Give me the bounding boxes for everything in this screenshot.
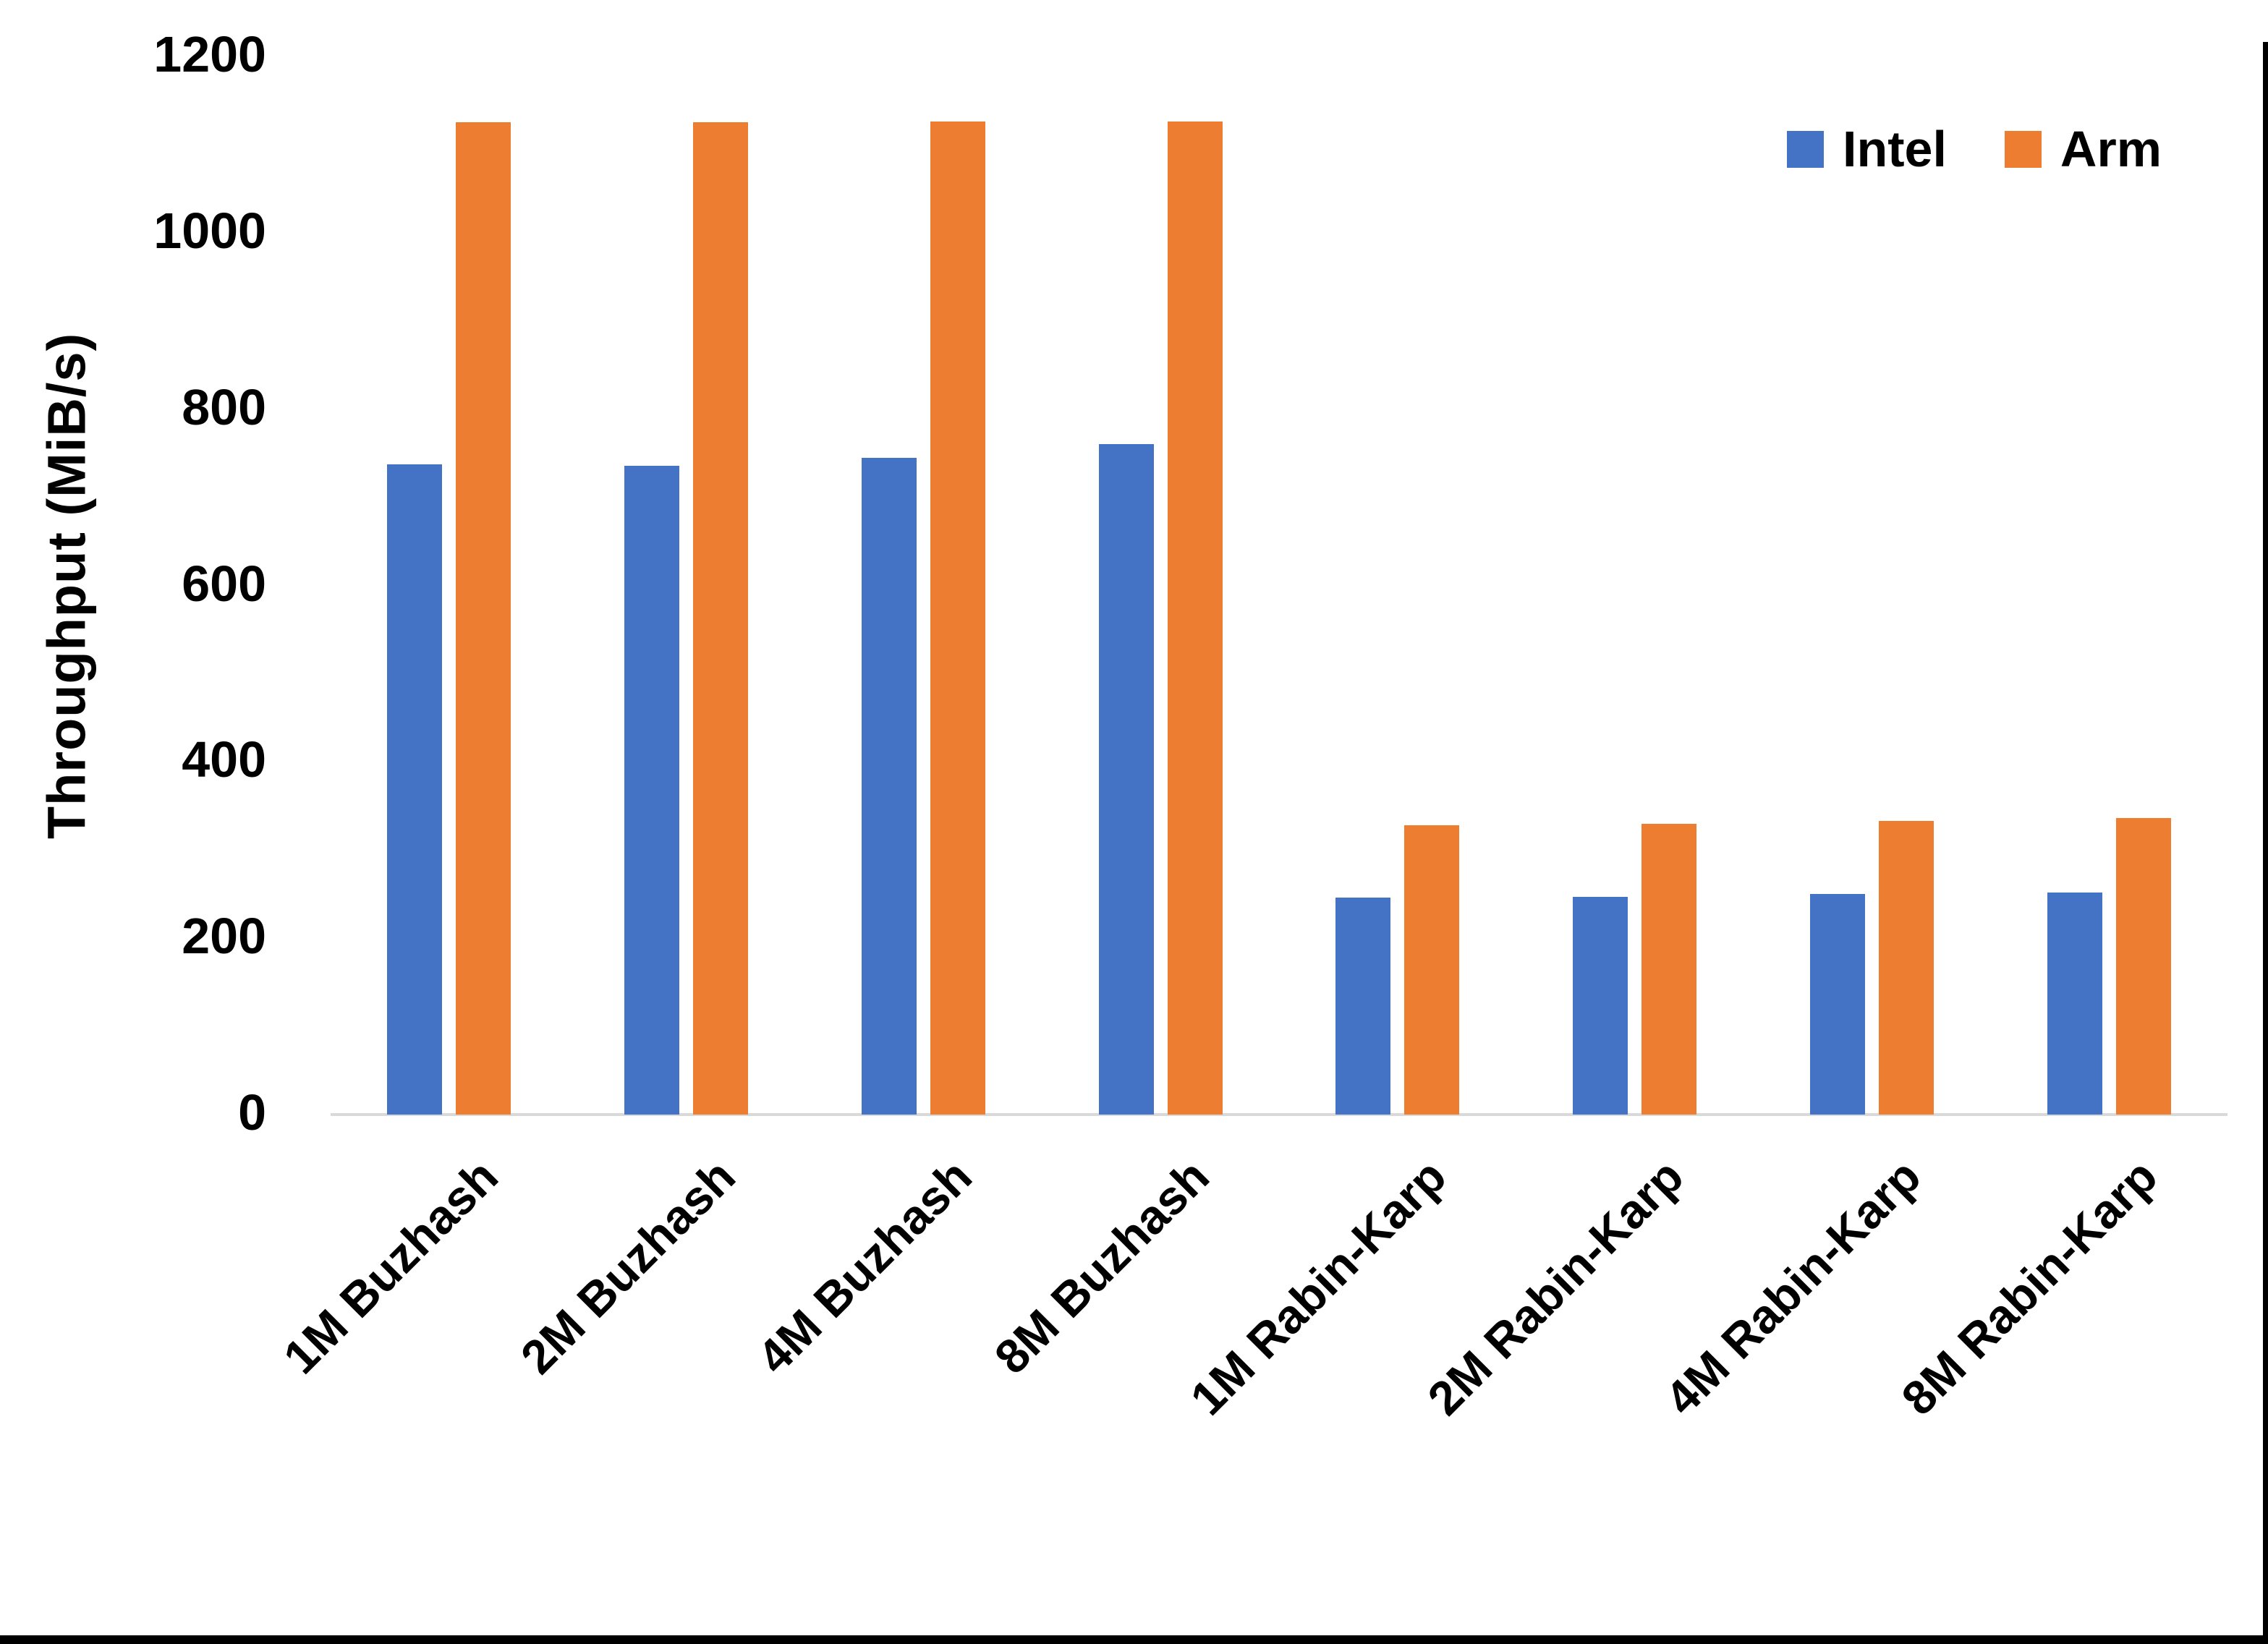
bar-intel-8m-buzhash xyxy=(1099,444,1154,1115)
bar-arm-4m-buzhash xyxy=(930,122,985,1115)
legend-swatch-intel xyxy=(1787,130,1824,168)
legend-swatch-arm xyxy=(2004,130,2042,168)
x-label-1m-rabin-karp: 1M Rabin-Karp xyxy=(1180,1149,1456,1426)
bar-arm-8m-buzhash xyxy=(1168,122,1223,1115)
x-label-2m-rabin-karp: 2M Rabin-Karp xyxy=(1417,1149,1694,1426)
bar-intel-4m-buzhash xyxy=(862,458,917,1115)
x-axis-line xyxy=(331,1113,2227,1116)
x-label-8m-buzhash: 8M Buzhash xyxy=(984,1149,1220,1384)
bar-arm-2m-buzhash xyxy=(693,122,748,1115)
x-label-1m-buzhash: 1M Buzhash xyxy=(273,1149,508,1384)
y-tick-800: 800 xyxy=(182,378,266,435)
page-edge-right xyxy=(2263,42,2268,1644)
bar-intel-4m-rabin-karp xyxy=(1810,894,1865,1115)
bar-arm-8m-rabin-karp xyxy=(2116,818,2171,1115)
legend-item-arm: Arm xyxy=(2004,120,2162,178)
bar-arm-2m-rabin-karp xyxy=(1641,824,1696,1115)
y-tick-0: 0 xyxy=(238,1084,266,1141)
legend-item-intel: Intel xyxy=(1787,120,1947,178)
bar-intel-8m-rabin-karp xyxy=(2047,893,2102,1115)
legend: Intel Arm xyxy=(1787,120,2162,178)
bar-intel-2m-buzhash xyxy=(624,466,679,1115)
bar-arm-1m-buzhash xyxy=(456,122,511,1115)
y-tick-400: 400 xyxy=(182,731,266,788)
page-edge-bottom xyxy=(0,1635,2268,1644)
legend-label-intel: Intel xyxy=(1843,121,1947,177)
x-label-4m-rabin-karp: 4M Rabin-Karp xyxy=(1654,1149,1931,1426)
bar-arm-1m-rabin-karp xyxy=(1404,825,1459,1115)
x-label-2m-buzhash: 2M Buzhash xyxy=(510,1149,745,1384)
y-tick-1000: 1000 xyxy=(153,202,266,259)
x-label-4m-buzhash: 4M Buzhash xyxy=(747,1149,982,1384)
bar-intel-1m-buzhash xyxy=(387,464,442,1115)
bar-arm-4m-rabin-karp xyxy=(1879,821,1934,1115)
y-tick-200: 200 xyxy=(182,908,266,965)
bar-intel-2m-rabin-karp xyxy=(1573,897,1628,1115)
x-label-8m-rabin-karp: 8M Rabin-Karp xyxy=(1891,1149,2168,1426)
y-tick-1200: 1200 xyxy=(153,26,266,82)
bar-intel-1m-rabin-karp xyxy=(1335,898,1390,1115)
y-tick-600: 600 xyxy=(182,555,266,612)
legend-label-arm: Arm xyxy=(2060,121,2162,177)
